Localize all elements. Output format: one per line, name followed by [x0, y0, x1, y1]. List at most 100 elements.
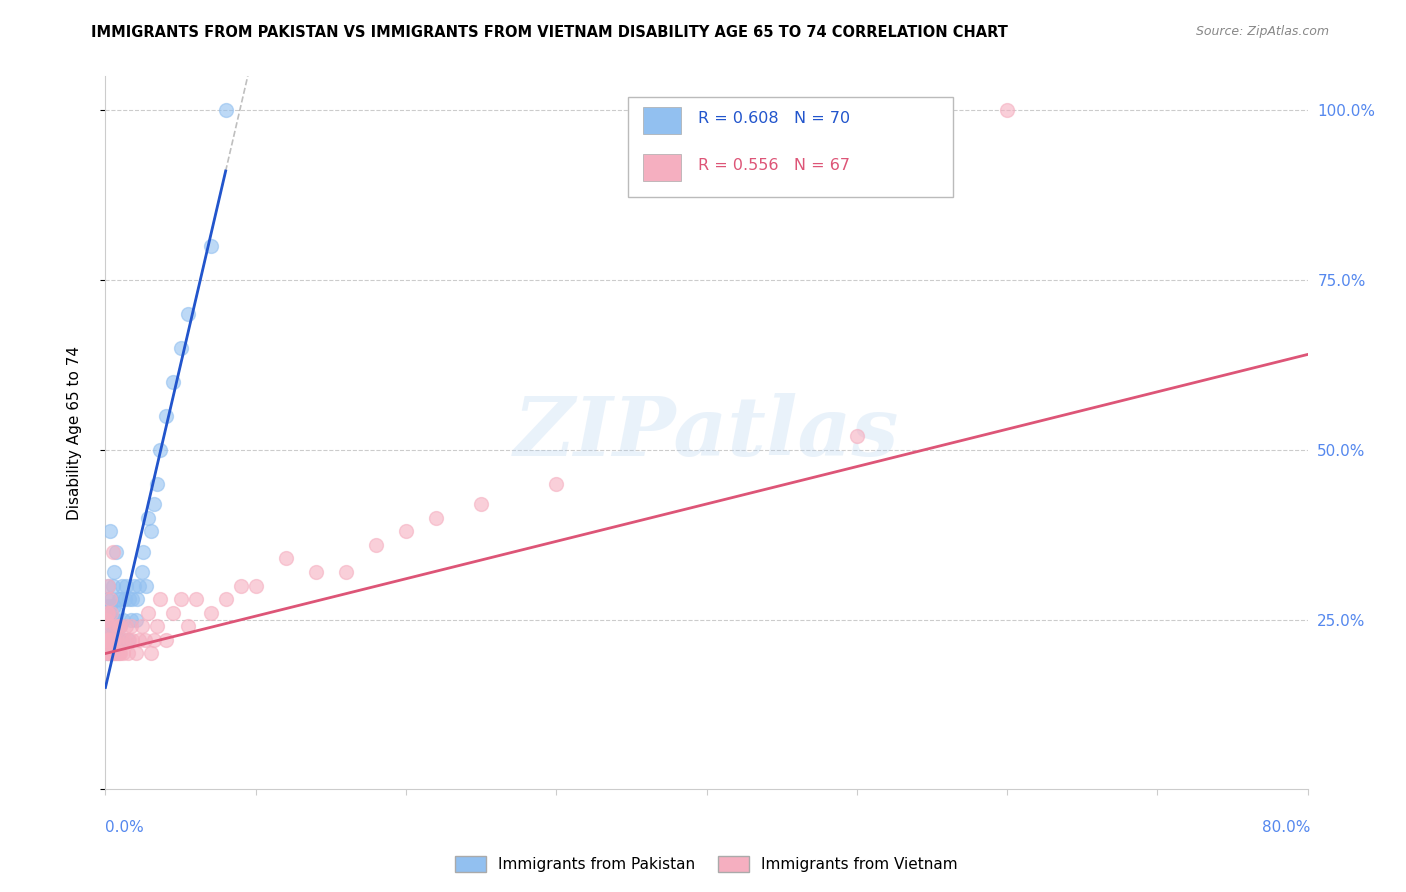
Point [364, 538, 387, 552]
Point [135, 578, 157, 592]
Point [96, 606, 118, 620]
Point [98, 626, 121, 640]
Point [97, 640, 120, 654]
Point [107, 632, 129, 647]
Bar [643, 153, 682, 181]
Point [100, 619, 122, 633]
Point [112, 613, 135, 627]
Point [98, 647, 121, 661]
Point [104, 647, 127, 661]
Point [139, 647, 162, 661]
Point [132, 544, 155, 558]
Point [214, 103, 236, 117]
Point [108, 647, 131, 661]
Point [103, 626, 125, 640]
Point [184, 592, 207, 607]
Point [200, 238, 222, 252]
Point [103, 640, 125, 654]
Point [305, 565, 328, 579]
Point [118, 592, 141, 607]
Point [98, 599, 121, 613]
Point [97, 619, 120, 633]
Point [98, 524, 121, 538]
Point [101, 647, 124, 661]
Point [97, 606, 120, 620]
Point [177, 307, 200, 321]
Point [101, 544, 124, 558]
Point [155, 632, 177, 647]
Point [162, 375, 184, 389]
Point [845, 429, 868, 443]
Text: R = 0.556   N = 67: R = 0.556 N = 67 [699, 158, 851, 172]
Point [121, 632, 143, 647]
Bar [628, 97, 953, 197]
Point [100, 606, 122, 620]
Point [425, 510, 447, 524]
Point [97, 619, 120, 633]
Point [96, 632, 118, 647]
Point [115, 619, 138, 633]
Point [107, 632, 129, 647]
Point [115, 578, 138, 592]
Point [148, 442, 170, 457]
Point [107, 606, 129, 620]
Point [118, 632, 141, 647]
Point [155, 409, 177, 423]
Point [214, 592, 236, 607]
Point [97, 632, 120, 647]
Point [101, 613, 124, 627]
Point [100, 647, 122, 661]
Point [96, 632, 118, 647]
Point [117, 647, 139, 661]
Point [98, 613, 121, 627]
Text: 80.0%: 80.0% [1263, 821, 1310, 835]
Point [120, 613, 142, 627]
Point [121, 592, 143, 607]
Point [98, 647, 121, 661]
Point [96, 647, 118, 661]
Point [110, 619, 132, 633]
Point [104, 619, 127, 633]
Point [107, 647, 129, 661]
Point [111, 632, 134, 647]
Point [97, 647, 120, 661]
Point [96, 599, 118, 613]
Point [114, 632, 136, 647]
Text: ZIPatlas: ZIPatlas [513, 392, 900, 473]
Point [96, 632, 118, 647]
Point [97, 647, 120, 661]
Point [122, 578, 145, 592]
Point [229, 578, 252, 592]
Point [131, 565, 153, 579]
Point [148, 592, 170, 607]
Point [169, 341, 191, 355]
Point [97, 606, 120, 620]
Point [96, 626, 118, 640]
Point [177, 619, 200, 633]
Point [98, 632, 121, 647]
Point [98, 592, 121, 607]
Point [111, 578, 134, 592]
Point [108, 619, 131, 633]
Point [104, 632, 127, 647]
Point [169, 592, 191, 607]
Point [114, 592, 136, 607]
Point [162, 606, 184, 620]
Point [101, 632, 124, 647]
Point [120, 619, 142, 633]
Point [111, 632, 134, 647]
Point [97, 578, 120, 592]
Point [96, 592, 118, 607]
Point [274, 551, 297, 566]
Point [103, 632, 125, 647]
Point [98, 640, 121, 654]
Point [97, 578, 120, 592]
Point [128, 578, 150, 592]
Point [108, 632, 131, 647]
Point [96, 619, 118, 633]
Point [110, 619, 132, 633]
Point [96, 632, 118, 647]
Point [200, 606, 222, 620]
Point [142, 632, 165, 647]
Point [97, 632, 120, 647]
